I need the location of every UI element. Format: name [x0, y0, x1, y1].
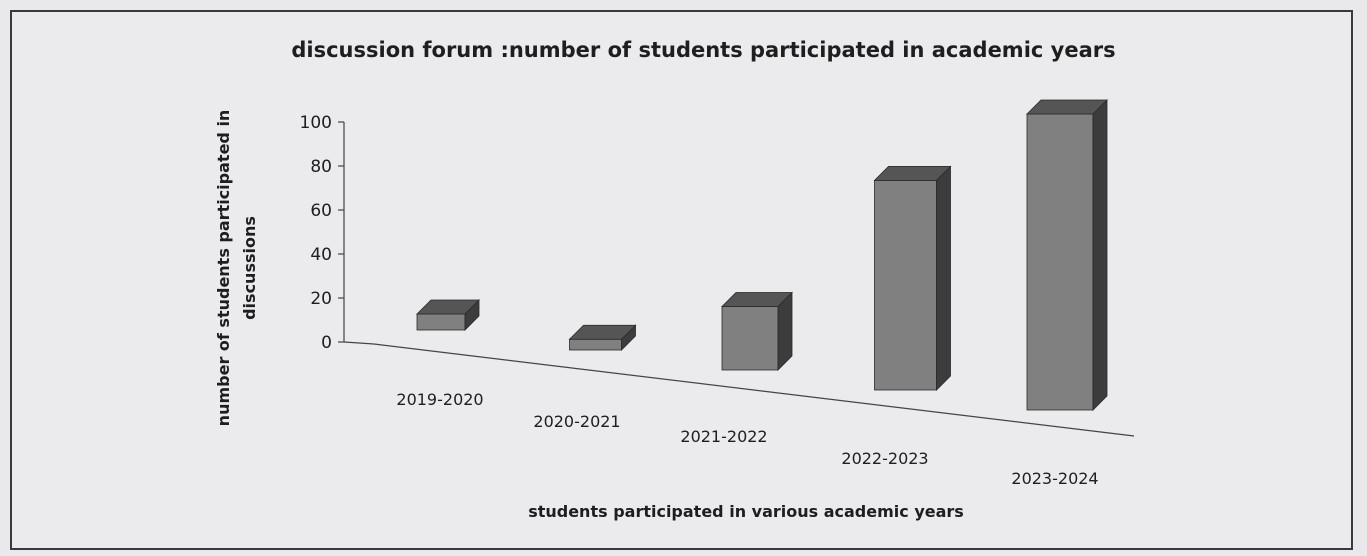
y-tick-label: 100 — [300, 113, 332, 133]
x-tick-label-2020-2021: 2020-2021 — [533, 412, 620, 431]
y-tick-label: 80 — [310, 157, 332, 177]
x-tick-label-2022-2023: 2022-2023 — [841, 449, 928, 468]
y-tick-label: 60 — [310, 201, 332, 221]
x-tick-label-2023-2024: 2023-2024 — [1011, 469, 1098, 488]
y-tick-label: 20 — [310, 289, 332, 309]
floor-line — [373, 343, 1135, 437]
chart-frame: discussion forum :number of students par… — [10, 10, 1353, 550]
bar-2023-2024-side — [1092, 99, 1108, 411]
y-axis-title: number of students participated in — [214, 110, 233, 427]
bar-2023-2024-front — [1026, 113, 1094, 411]
bar-2022-2023-top — [873, 165, 952, 181]
bar-2023-2024-top — [1026, 99, 1108, 115]
bar-chart: 0 20 40 60 80 100 2019-2020 2020-2021 2021-2022 2… — [214, 99, 1135, 521]
bar-2020-2021-top — [568, 324, 637, 340]
bar-2022-2023-front — [874, 179, 937, 391]
bar-2021-2022-front — [721, 306, 779, 371]
bar-2020-2021-front — [569, 338, 622, 351]
chart-title: discussion forum :number of students par… — [291, 38, 1116, 62]
bar-2019-2020-top — [416, 299, 480, 315]
y-axis-title-line2: discussions — [240, 216, 259, 320]
x-tick-label-2019-2020: 2019-2020 — [396, 390, 483, 409]
bar-2019-2020-front — [416, 313, 466, 331]
bar-2021-2022-top — [721, 292, 793, 307]
bar-2022-2023-side — [936, 165, 951, 391]
x-tick-label-2021-2022: 2021-2022 — [680, 427, 767, 446]
y-tick-label: 40 — [310, 245, 332, 265]
y-tick-label: 0 — [321, 333, 332, 353]
x-axis-line — [343, 341, 375, 345]
x-axis-title: students participated in various academi… — [528, 502, 964, 521]
